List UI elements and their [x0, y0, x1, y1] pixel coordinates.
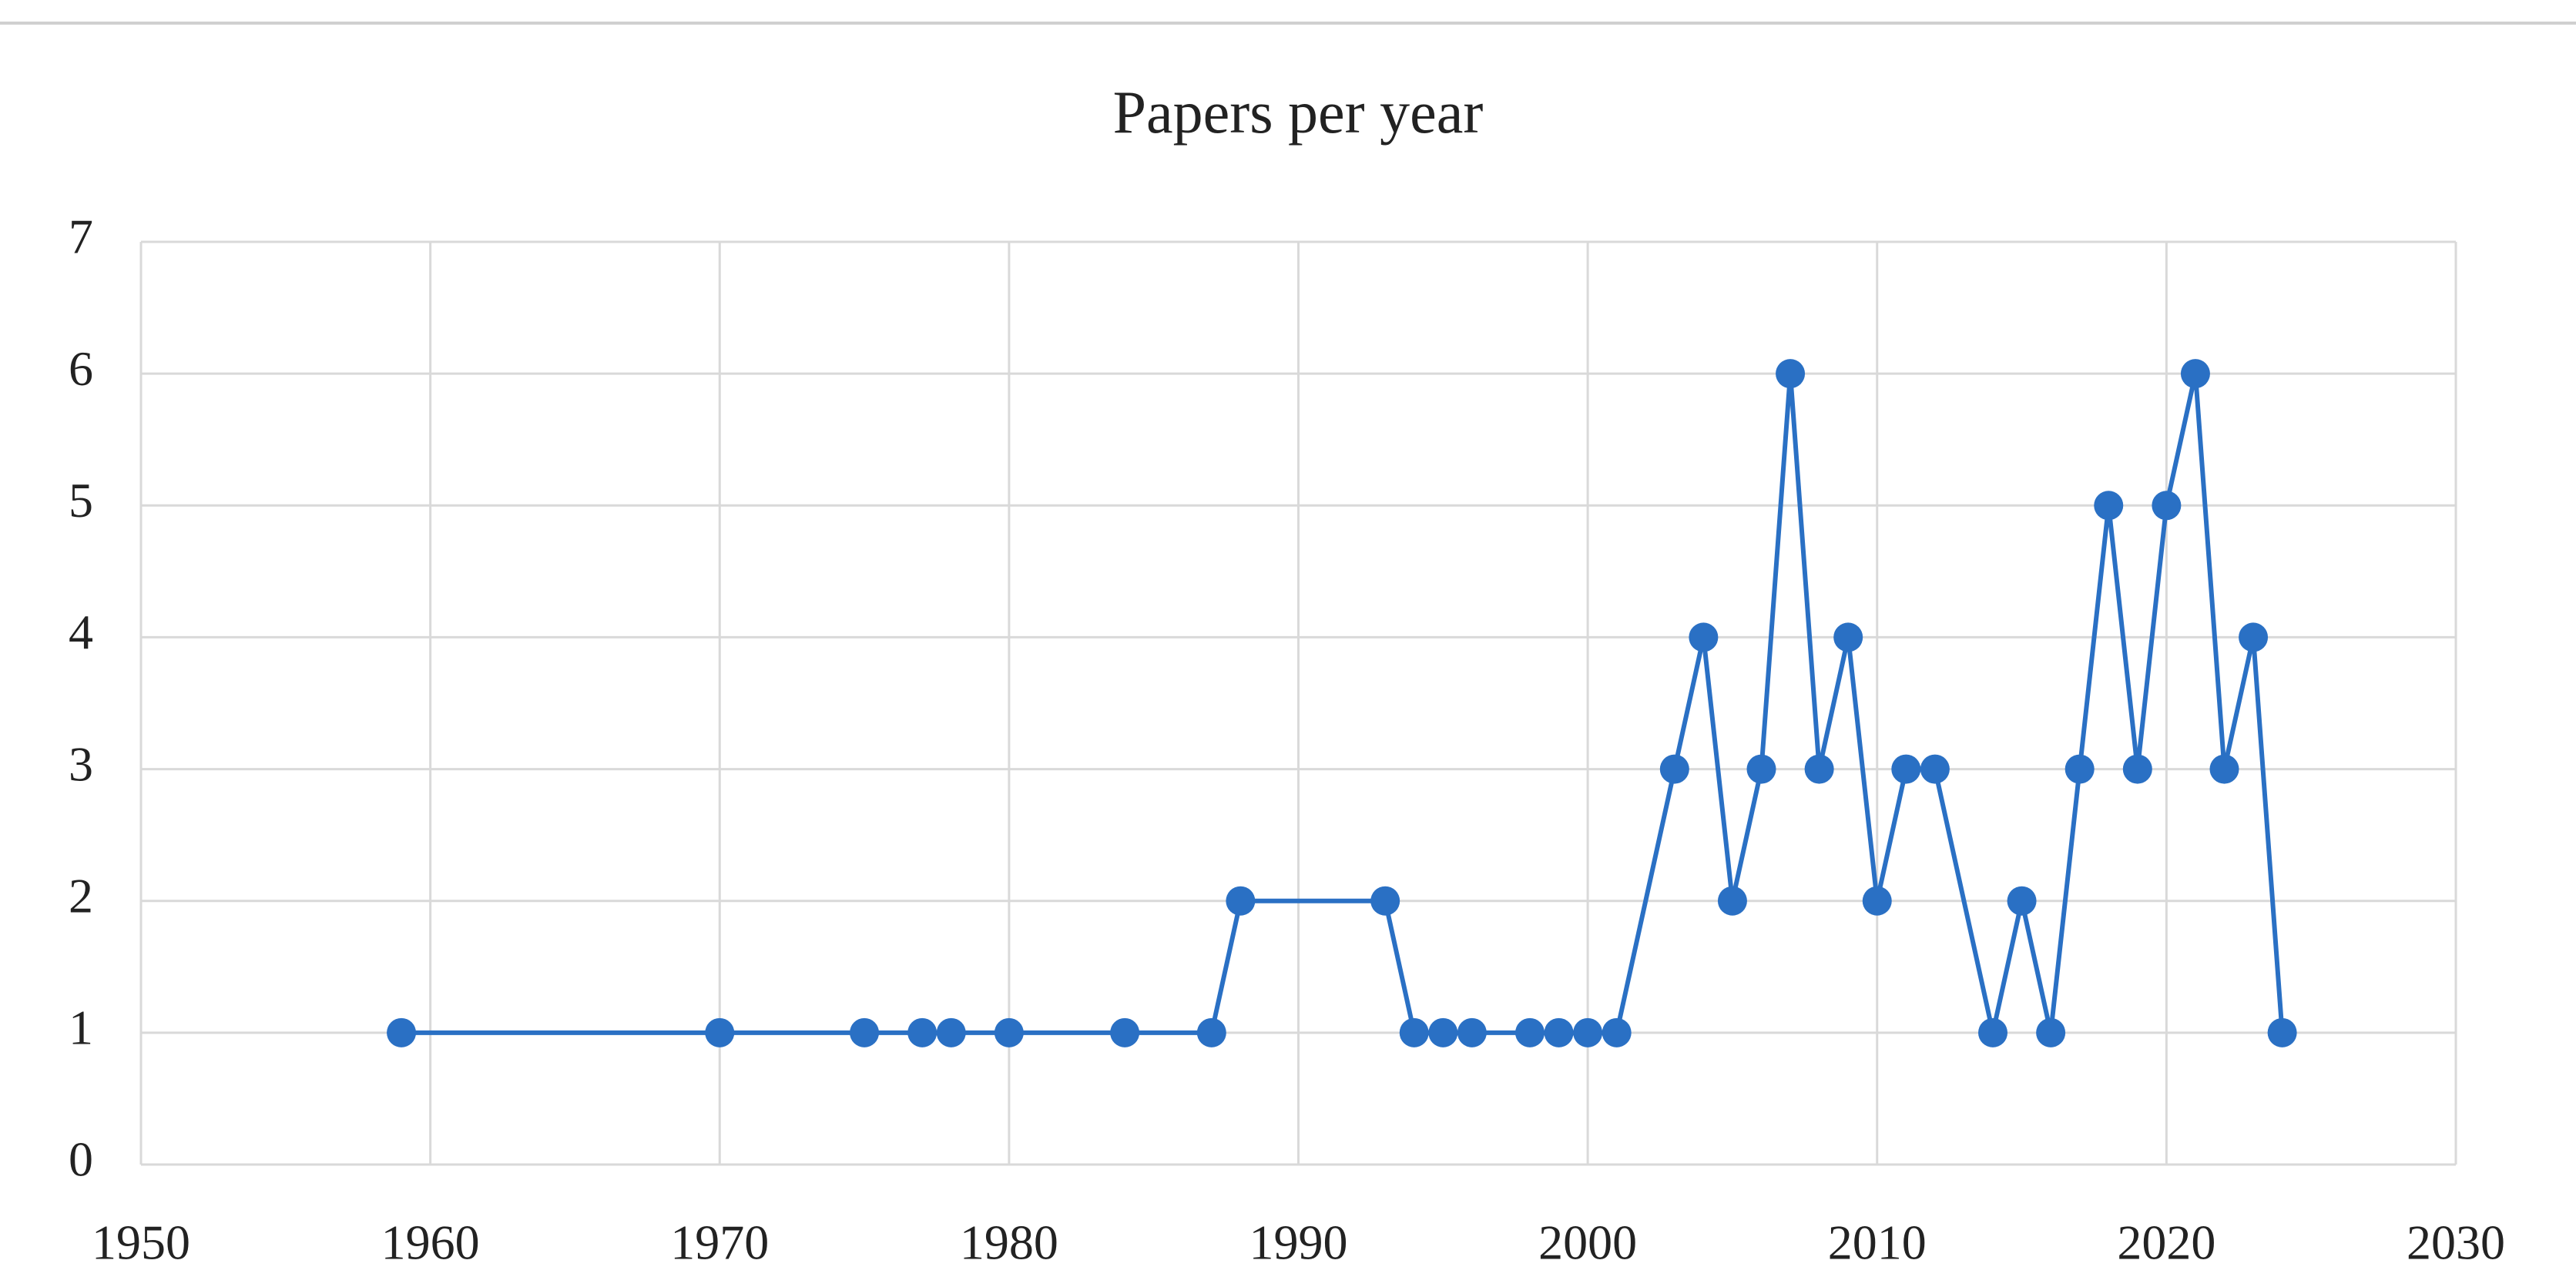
- x-tick-label: 2000: [1538, 1215, 1637, 1270]
- data-point: [2209, 754, 2239, 784]
- x-tick-label: 2020: [2117, 1215, 2215, 1270]
- x-tick-label: 1960: [381, 1215, 480, 1270]
- data-point: [2239, 622, 2269, 652]
- y-tick-label: 3: [69, 736, 93, 791]
- data-point: [907, 1017, 937, 1047]
- x-tick-label: 1970: [670, 1215, 769, 1270]
- data-point: [1399, 1017, 1429, 1047]
- y-tick-label: 6: [69, 341, 93, 396]
- data-point: [1833, 622, 1863, 652]
- data-point: [1717, 886, 1747, 916]
- data-point: [1891, 754, 1921, 784]
- data-line: [401, 371, 2285, 1035]
- x-tick-label: 1950: [92, 1215, 190, 1270]
- y-tick-label: 4: [69, 605, 93, 659]
- data-point: [1659, 754, 1689, 784]
- data-point: [2064, 754, 2095, 784]
- y-tick-label: 2: [69, 868, 93, 923]
- data-point: [2267, 1017, 2297, 1047]
- data-point: [1920, 754, 1950, 784]
- data-point: [1573, 1017, 1603, 1047]
- data-point: [1370, 886, 1400, 916]
- data-point: [850, 1017, 880, 1047]
- data-point: [1776, 359, 1806, 389]
- data-point: [1226, 886, 1256, 916]
- data-point: [1457, 1017, 1487, 1047]
- data-point: [705, 1017, 735, 1047]
- data-point: [936, 1017, 966, 1047]
- x-tick-label: 1980: [960, 1215, 1058, 1270]
- data-point: [1804, 754, 1834, 784]
- x-tick-label: 2030: [2407, 1215, 2505, 1270]
- data-point: [387, 1017, 417, 1047]
- data-point: [1978, 1017, 2007, 1047]
- data-point: [1515, 1017, 1545, 1047]
- data-point: [2094, 491, 2124, 521]
- data-point: [1110, 1017, 1140, 1047]
- data-point: [2036, 1017, 2066, 1047]
- y-tick-label: 5: [69, 473, 93, 528]
- data-point: [1689, 622, 1719, 652]
- data-point: [2152, 491, 2182, 521]
- data-point: [1544, 1017, 1574, 1047]
- data-point: [1428, 1017, 1458, 1047]
- x-tick-label: 1990: [1249, 1215, 1348, 1270]
- data-point: [1196, 1017, 1226, 1047]
- data-point: [1862, 886, 1892, 916]
- y-tick-label: 0: [69, 1132, 93, 1187]
- data-point: [2007, 886, 2037, 916]
- data-point: [1746, 754, 1776, 784]
- chart-title: Papers per year: [1113, 79, 1484, 146]
- x-tick-label: 2010: [1828, 1215, 1927, 1270]
- data-point: [2122, 754, 2152, 784]
- data-point: [994, 1017, 1024, 1047]
- data-point: [2180, 359, 2210, 389]
- data-point: [1602, 1017, 1632, 1047]
- y-tick-label: 1: [69, 1000, 93, 1055]
- y-tick-label: 7: [69, 209, 93, 264]
